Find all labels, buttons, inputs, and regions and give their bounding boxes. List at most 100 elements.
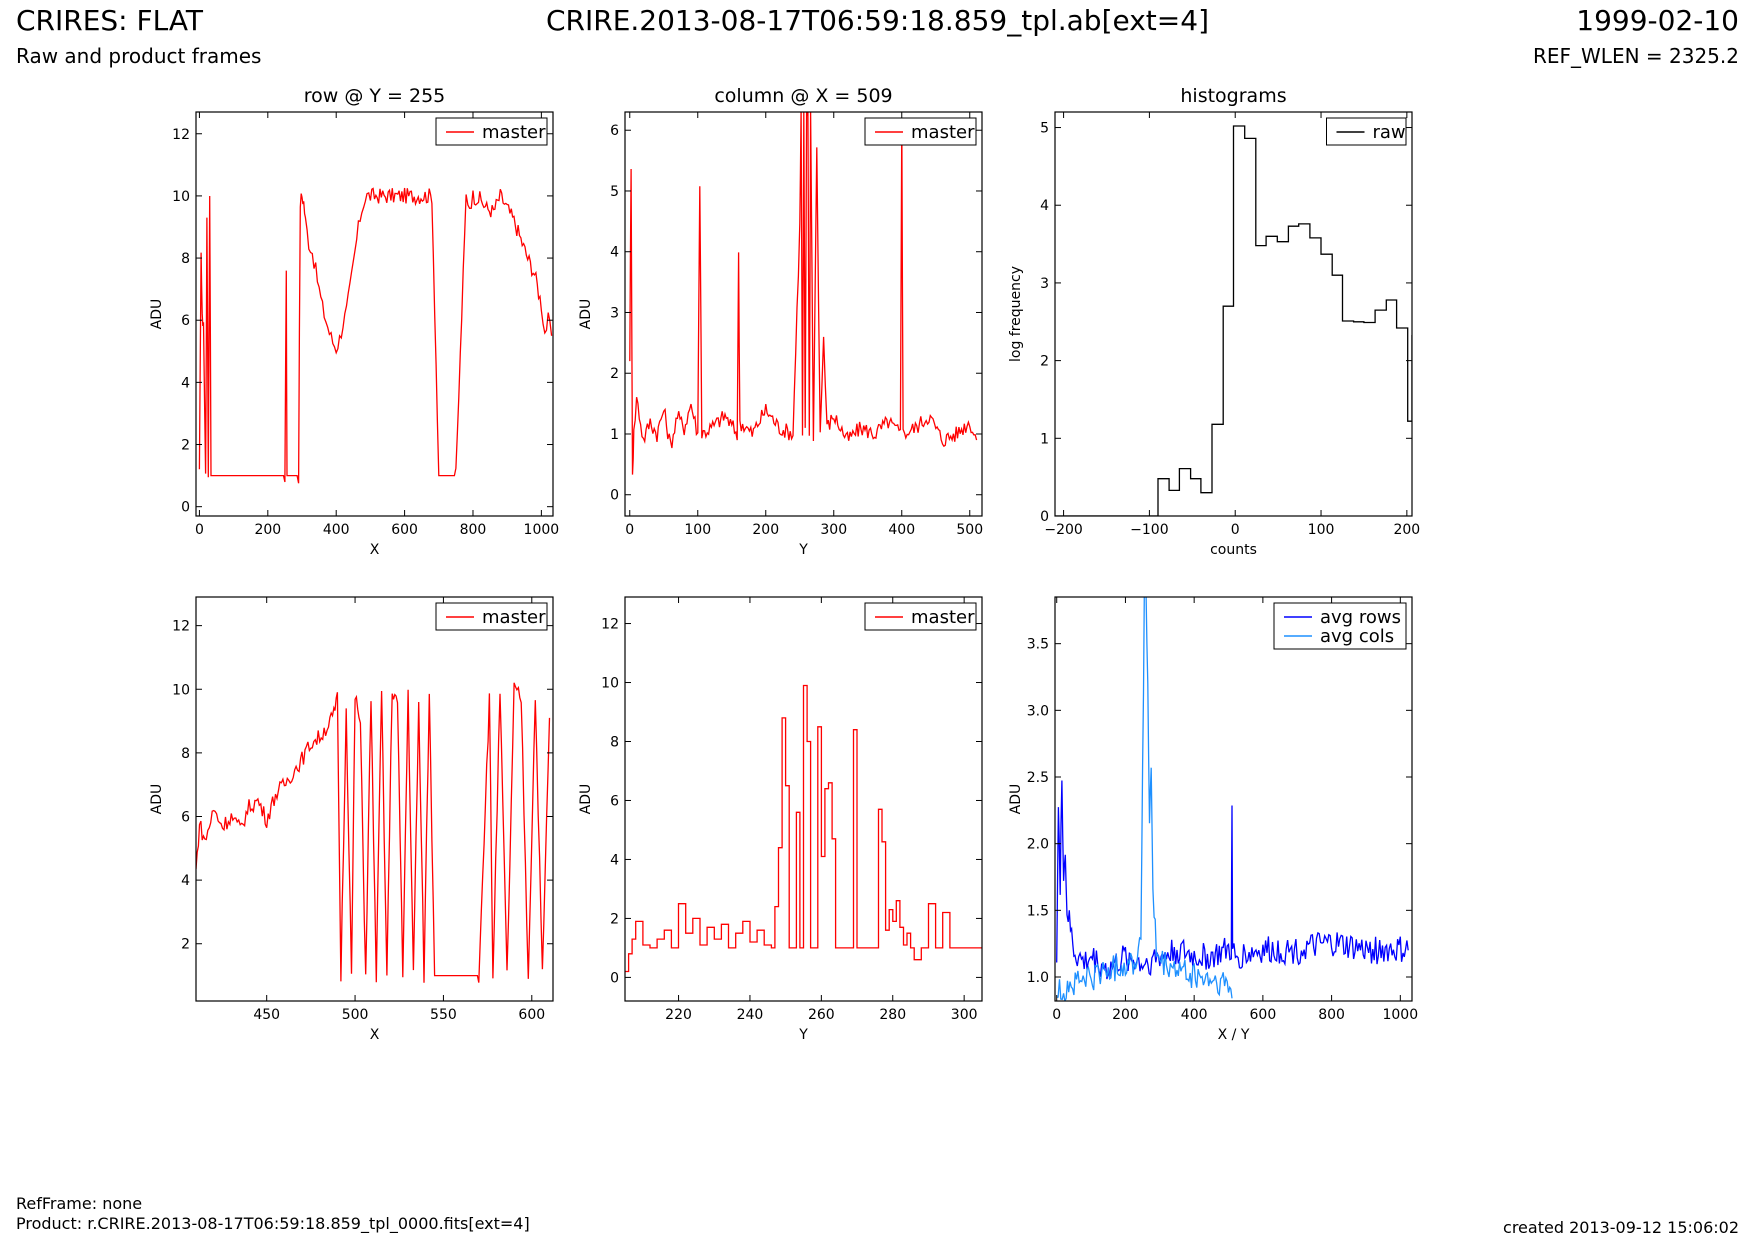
y-tick-label: 6 bbox=[181, 809, 190, 825]
legend-box bbox=[1273, 602, 1407, 650]
y-tick-label: 0 bbox=[610, 970, 619, 986]
chart-averages: 0 200 400 600 800 1000 1.0 1.5 2.0 2.5 3.0 3.5 X / Y… bbox=[1008, 596, 1418, 1043]
chart-title: row @ Y = 255 bbox=[304, 85, 446, 107]
series-line-master bbox=[198, 187, 553, 484]
x-tick-label: 100 bbox=[684, 522, 711, 538]
y-axis-label: ADU bbox=[578, 299, 594, 330]
x-tick-label: 200 bbox=[1393, 522, 1420, 538]
y-axis-label: log frequency bbox=[1008, 266, 1024, 362]
y-tick-label: 5 bbox=[1040, 121, 1049, 137]
series-line-avg-rows bbox=[1056, 780, 1409, 980]
legend-box bbox=[435, 117, 548, 146]
x-tick-label: 1000 bbox=[1382, 1007, 1418, 1023]
chart-row: 0 200 400 600 800 1000 0 2 4 6 8 10 12 row @ Y = 255 X… bbox=[149, 85, 559, 558]
x-tick-label: 400 bbox=[1181, 1007, 1208, 1023]
figure-title: CRIRES: FLAT bbox=[16, 4, 203, 37]
figure-subtitle: Raw and product frames bbox=[16, 44, 262, 68]
y-tick-label: 2 bbox=[610, 911, 619, 927]
x-tick-label: 200 bbox=[254, 522, 281, 538]
legend-label: master bbox=[482, 607, 546, 628]
y-tick-label: 10 bbox=[601, 676, 619, 692]
series-line-avg-cols bbox=[1056, 597, 1233, 1001]
y-tick-label: 8 bbox=[181, 746, 190, 762]
series-line-master bbox=[196, 682, 551, 983]
y-tick-label: 4 bbox=[181, 873, 190, 889]
y-tick-label: 2 bbox=[181, 438, 190, 454]
y-tick-label: 0 bbox=[181, 500, 190, 516]
y-tick-label: 4 bbox=[1040, 198, 1049, 214]
x-tick-label: 300 bbox=[951, 1007, 978, 1023]
y-axis-label: ADU bbox=[578, 784, 594, 815]
x-tick-label: 450 bbox=[253, 1007, 280, 1023]
y-tick-label: 8 bbox=[610, 734, 619, 750]
y-tick-label: 1 bbox=[610, 427, 619, 443]
y-tick-label: 5 bbox=[610, 184, 619, 200]
x-tick-label: 0 bbox=[1052, 1007, 1061, 1023]
chart-row-zoom: 450 500 550 600 2 4 6 8 10 12 X ADU master bbox=[149, 596, 554, 1043]
x-tick-label: 280 bbox=[879, 1007, 906, 1023]
plot-frame bbox=[1054, 596, 1413, 1002]
y-tick-label: 1 bbox=[1040, 431, 1049, 447]
y-tick-label: 6 bbox=[610, 123, 619, 139]
y-tick-label: 8 bbox=[181, 251, 190, 267]
x-axis-label: X / Y bbox=[1218, 1027, 1250, 1043]
y-tick-label: 2.0 bbox=[1027, 837, 1049, 853]
series-line-raw bbox=[1055, 125, 1412, 516]
y-tick-label: 2 bbox=[610, 366, 619, 382]
x-tick-label: 0 bbox=[195, 522, 204, 538]
y-tick-label: 3 bbox=[1040, 276, 1049, 292]
created-label: created 2013-09-12 15:06:02 bbox=[1503, 1218, 1739, 1237]
figure-filename: CRIRE.2013-08-17T06:59:18.859_tpl.ab[ext… bbox=[545, 4, 1209, 37]
chart-histograms: −200 −100 0 100 200 0 1 2 3 4 5 histograms counts log… bbox=[1008, 85, 1420, 558]
y-tick-label: 3.0 bbox=[1027, 703, 1049, 719]
chart-title: histograms bbox=[1180, 85, 1286, 107]
x-tick-label: −100 bbox=[1130, 522, 1168, 538]
plot-frame bbox=[624, 111, 983, 517]
chart-column: 0 100 200 300 400 500 0 1 2 3 4 5 6 column @ X = 509 Y… bbox=[578, 85, 983, 558]
y-tick-label: 2 bbox=[1040, 354, 1049, 370]
y-tick-label: 6 bbox=[610, 793, 619, 809]
y-tick-label: 10 bbox=[172, 682, 190, 698]
y-tick-label: 1.5 bbox=[1027, 903, 1049, 919]
x-tick-label: 300 bbox=[820, 522, 847, 538]
y-axis-label: ADU bbox=[149, 299, 165, 330]
x-tick-label: 800 bbox=[1318, 1007, 1345, 1023]
product-label: Product: r.CRIRE.2013-08-17T06:59:18.859… bbox=[16, 1214, 530, 1233]
series-line-master bbox=[629, 112, 978, 475]
x-tick-label: 100 bbox=[1308, 522, 1335, 538]
x-axis-label: Y bbox=[798, 542, 808, 558]
y-tick-label: 3.5 bbox=[1027, 637, 1049, 653]
plot-frame bbox=[1054, 111, 1413, 517]
series-line-master bbox=[625, 684, 982, 973]
y-tick-label: 3 bbox=[610, 305, 619, 321]
y-axis-label: ADU bbox=[1008, 784, 1024, 815]
x-tick-label: 240 bbox=[737, 1007, 764, 1023]
x-tick-label: 260 bbox=[808, 1007, 835, 1023]
y-tick-label: 12 bbox=[172, 619, 190, 635]
x-axis-label: counts bbox=[1210, 542, 1257, 558]
chart-column-zoom: 220 240 260 280 300 0 2 4 6 8 10 12 Y ADU master bbox=[578, 596, 983, 1043]
x-tick-label: 800 bbox=[460, 522, 487, 538]
x-tick-label: 550 bbox=[430, 1007, 457, 1023]
x-tick-label: 500 bbox=[342, 1007, 369, 1023]
y-tick-label: 2.5 bbox=[1027, 770, 1049, 786]
x-axis-label: X bbox=[370, 1027, 380, 1043]
y-tick-label: 4 bbox=[181, 375, 190, 391]
x-tick-label: 200 bbox=[1112, 1007, 1139, 1023]
y-tick-label: 4 bbox=[610, 245, 619, 261]
y-tick-label: 4 bbox=[610, 852, 619, 868]
legend-label: avg cols bbox=[1320, 626, 1394, 647]
x-tick-label: 500 bbox=[956, 522, 983, 538]
legend-label: master bbox=[911, 122, 975, 143]
plot-frame bbox=[195, 596, 554, 1002]
y-tick-label: 0 bbox=[610, 488, 619, 504]
legend-label: master bbox=[911, 607, 975, 628]
legend-label: master bbox=[482, 122, 546, 143]
y-tick-label: 12 bbox=[172, 127, 190, 143]
x-tick-label: 0 bbox=[1231, 522, 1240, 538]
y-tick-label: 6 bbox=[181, 313, 190, 329]
legend-label: avg rows bbox=[1320, 607, 1401, 628]
legend-label: raw bbox=[1373, 122, 1406, 143]
x-tick-label: 600 bbox=[1250, 1007, 1277, 1023]
